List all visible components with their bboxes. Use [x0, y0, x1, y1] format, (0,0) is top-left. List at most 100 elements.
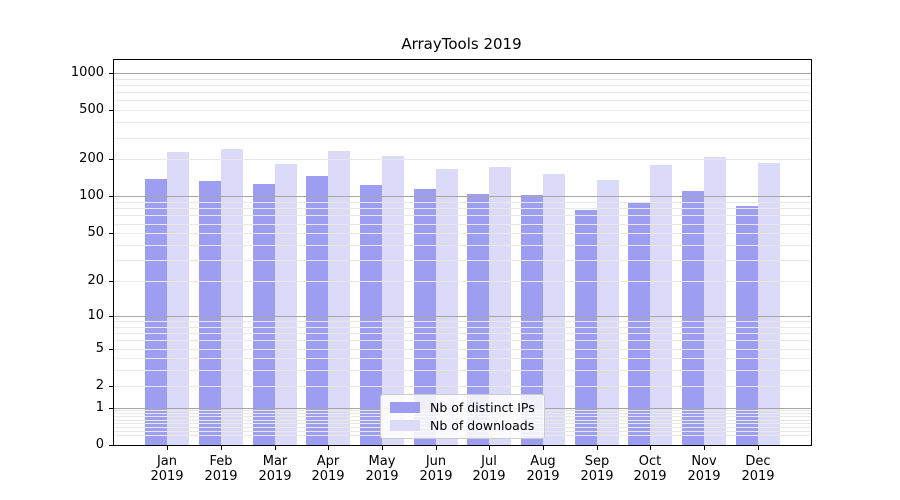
bar-mar-distinct-ips	[252, 184, 275, 445]
bar-oct-distinct-ips	[628, 202, 651, 445]
x-tick-label-oct: Oct 2019	[633, 454, 667, 484]
y-tick-1	[109, 408, 113, 409]
bar-jun-distinct-ips	[413, 189, 436, 445]
bar-may-downloads	[382, 155, 405, 445]
y-tick-label-10: 10	[87, 308, 104, 323]
y-tick-10	[109, 316, 113, 317]
y-gridline-minor-4	[114, 358, 811, 359]
y-gridline-minor-70	[114, 215, 811, 216]
y-tick-label-200: 200	[79, 151, 104, 166]
bar-dec-distinct-ips	[735, 206, 758, 445]
y-gridline-minor-600	[114, 100, 811, 101]
plot-area: Nb of distinct IPs Nb of downloads 0 1 2 5 1…	[71, 59, 812, 484]
x-tick-jan	[167, 446, 168, 450]
bar-feb-distinct-ips	[198, 181, 221, 445]
bar-may-distinct-ips	[360, 184, 383, 445]
x-tick-label-jan: Jan 2019	[150, 454, 184, 484]
x-tick-apr	[328, 446, 329, 450]
y-tick-20	[109, 281, 113, 282]
y-gridline-minor-80	[114, 208, 811, 209]
x-tick-label-feb: Feb 2019	[204, 454, 238, 484]
y-tick-5	[109, 349, 113, 350]
bar-jan-downloads	[167, 152, 190, 445]
y-gridline-minor-6	[114, 340, 811, 341]
y-tick-label-20: 20	[87, 273, 104, 288]
bar-jul-downloads	[489, 166, 512, 445]
y-gridline-major-100	[114, 196, 811, 197]
x-tick-label-nov: Nov 2019	[687, 454, 721, 484]
bar-feb-downloads	[220, 149, 243, 445]
y-tick-label-500: 500	[79, 102, 104, 117]
x-tick-may	[382, 446, 383, 450]
y-tick-200	[109, 159, 113, 160]
y-gridline-minor-60	[114, 224, 811, 225]
x-tick-label-sep: Sep 2019	[580, 454, 614, 484]
x-tick-jun	[436, 446, 437, 450]
y-gridline-minor-7	[114, 333, 811, 334]
y-gridline-minor-500	[114, 110, 811, 111]
y-gridline-minor-300	[114, 138, 811, 139]
bar-aug-distinct-ips	[521, 194, 544, 445]
y-gridline-minor-3	[114, 370, 811, 371]
bar-aug-downloads	[543, 174, 566, 445]
y-gridline-minor-50	[114, 233, 811, 234]
x-tick-oct	[650, 446, 651, 450]
bar-apr-distinct-ips	[306, 175, 329, 445]
x-tick-mar	[275, 446, 276, 450]
bar-nov-downloads	[704, 156, 727, 445]
y-tick-50	[109, 233, 113, 234]
y-tick-2	[109, 386, 113, 387]
y-gridline-major-1000	[114, 73, 811, 74]
legend: Nb of distinct IPs Nb of downloads	[380, 394, 545, 439]
y-gridline-minor-800	[114, 85, 811, 86]
y-gridline-minor-700	[114, 92, 811, 93]
legend-label-distinct-ips: Nb of distinct IPs	[430, 400, 535, 415]
x-tick-label-mar: Mar 2019	[258, 454, 292, 484]
y-tick-label-50: 50	[87, 225, 104, 240]
y-tick-label-0: 0	[95, 437, 104, 452]
y-gridline-minor-20	[114, 281, 811, 282]
y-gridline-minor-900	[114, 79, 811, 80]
x-tick-label-jun: Jun 2019	[419, 454, 453, 484]
legend-label-downloads: Nb of downloads	[430, 418, 535, 433]
y-tick-100	[109, 196, 113, 197]
x-tick-nov	[704, 446, 705, 450]
y-tick-label-5: 5	[95, 341, 104, 356]
x-tick-label-apr: Apr 2019	[311, 454, 345, 484]
y-tick-500	[109, 110, 113, 111]
y-gridline-major-10	[114, 316, 811, 317]
grid-layer	[114, 60, 811, 445]
x-tick-jul	[489, 446, 490, 450]
y-tick-label-100: 100	[79, 188, 104, 203]
x-tick-sep	[597, 446, 598, 450]
bar-nov-distinct-ips	[682, 191, 705, 445]
x-tick-aug	[543, 446, 544, 450]
bar-mar-downloads	[274, 163, 297, 445]
y-gridline-minor-8	[114, 327, 811, 328]
x-tick-label-aug: Aug 2019	[526, 454, 560, 484]
legend-item-distinct-ips: Nb of distinct IPs	[390, 400, 535, 415]
legend-swatch-downloads-icon	[390, 420, 420, 431]
y-gridline-minor-90	[114, 202, 811, 203]
y-tick-1000	[109, 73, 113, 74]
y-tick-label-1000: 1000	[70, 65, 104, 80]
y-gridline-minor-40	[114, 245, 811, 246]
y-gridline-minor-200	[114, 159, 811, 160]
y-tick-label-1: 1	[95, 400, 104, 415]
y-gridline-minor-5	[114, 349, 811, 350]
x-tick-feb	[221, 446, 222, 450]
x-tick-label-may: May 2019	[365, 454, 399, 484]
bar-jun-downloads	[435, 168, 458, 445]
y-tick-0	[109, 445, 113, 446]
legend-item-downloads: Nb of downloads	[390, 418, 535, 433]
bar-oct-downloads	[650, 165, 673, 445]
chart-title: ArrayTools 2019	[401, 35, 522, 53]
x-tick-dec	[758, 446, 759, 450]
y-gridline-minor-9	[114, 321, 811, 322]
y-gridline-minor-30	[114, 260, 811, 261]
y-tick-label-2: 2	[95, 378, 104, 393]
legend-swatch-distinct-ips-icon	[390, 402, 420, 413]
x-tick-label-jul: Jul 2019	[472, 454, 506, 484]
bar-jul-distinct-ips	[467, 193, 490, 445]
